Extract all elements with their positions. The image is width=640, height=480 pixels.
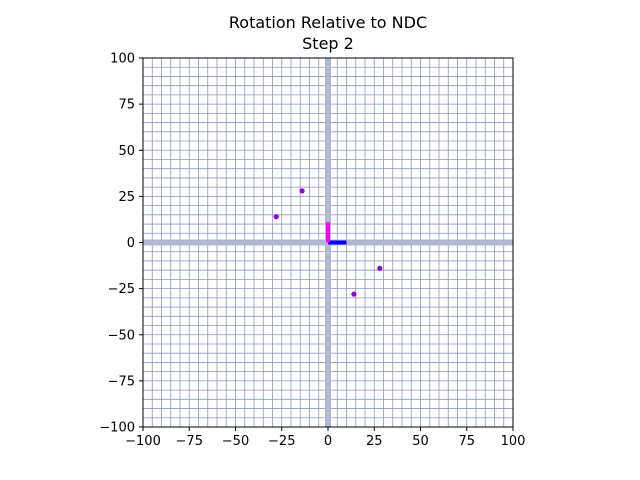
x-tick-label: −25 bbox=[268, 434, 295, 449]
chart-title: Rotation Relative to NDC bbox=[229, 13, 427, 32]
data-point bbox=[299, 188, 305, 194]
x-tick-label: 25 bbox=[366, 434, 383, 449]
y-tick-label: 25 bbox=[118, 190, 135, 205]
x-tick-label: 100 bbox=[501, 434, 526, 449]
y-tick-label: 50 bbox=[118, 144, 135, 159]
x-tick-label: −75 bbox=[176, 434, 203, 449]
y-tick-label: −100 bbox=[99, 421, 135, 436]
x-axis-ticks: −100 −75 −50 −25 0 25 50 75 100 bbox=[125, 427, 525, 449]
y-tick-label: 0 bbox=[127, 236, 135, 251]
x-tick-label: 50 bbox=[412, 434, 429, 449]
y-tick-label: 100 bbox=[110, 52, 135, 67]
x-tick-label: 0 bbox=[324, 434, 332, 449]
plot-area bbox=[142, 57, 514, 428]
x-tick-label: −50 bbox=[222, 434, 249, 449]
data-point bbox=[377, 265, 383, 271]
y-tick-label: −75 bbox=[108, 374, 135, 389]
axis-indicators bbox=[326, 222, 347, 245]
y-axis-ticks: −100 −75 −50 −25 0 25 50 75 100 bbox=[99, 52, 143, 436]
chart-subtitle: Step 2 bbox=[302, 34, 354, 53]
data-point bbox=[351, 291, 357, 297]
x-tick-label: −100 bbox=[125, 434, 161, 449]
data-points bbox=[273, 188, 383, 297]
x-tick-label: 75 bbox=[458, 434, 475, 449]
y-tick-label: −50 bbox=[108, 328, 135, 343]
y-tick-label: 75 bbox=[118, 98, 135, 113]
data-point bbox=[273, 214, 279, 220]
y-tick-label: −25 bbox=[108, 282, 135, 297]
